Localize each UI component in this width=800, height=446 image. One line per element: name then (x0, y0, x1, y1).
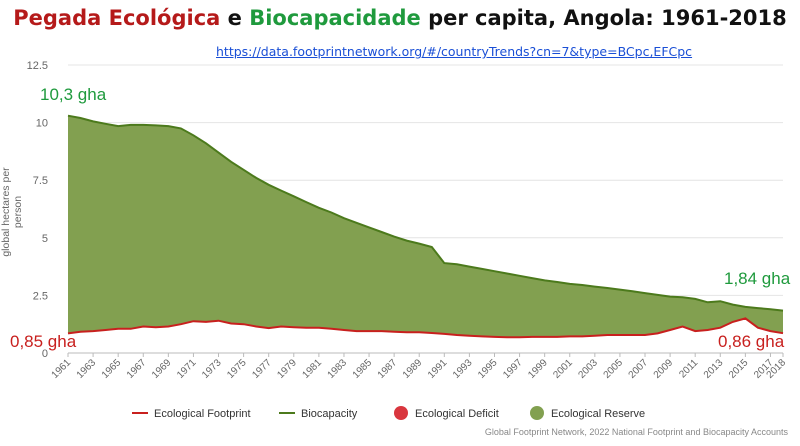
x-tick-label: 1977 (250, 357, 274, 381)
chart-title: Pegada Ecológica e Biocapacidade per cap… (0, 6, 800, 30)
annotation-biocapacity-end: 1,84 gha (724, 269, 791, 288)
ecological-reserve-area (68, 115, 783, 338)
title-biocapacity: Biocapacidade (249, 6, 421, 30)
x-tick-label: 1983 (326, 357, 350, 381)
x-tick-label: 1995 (476, 357, 500, 381)
y-tick-labels: 0 2.5 5 7.5 10 12.5 (27, 60, 48, 360)
grid-lines (68, 64, 783, 296)
annotation-biocapacity-start: 10,3 gha (40, 85, 107, 104)
x-tick-label: 2003 (576, 357, 600, 381)
x-tick-label: 1969 (150, 357, 174, 381)
title-and: e (220, 6, 250, 30)
legend-label: Ecological Deficit (415, 408, 499, 420)
legend-label: Ecological Reserve (551, 408, 645, 420)
annotation-footprint-start: 0,85 gha (10, 332, 77, 351)
x-tick-label: 2007 (627, 357, 651, 381)
x-tick-label: 1991 (426, 357, 450, 381)
x-tick-label: 1997 (501, 357, 525, 381)
y-tick-label: 12.5 (27, 60, 48, 72)
legend-label: Biocapacity (301, 408, 358, 420)
x-tick-label: 1967 (125, 357, 149, 381)
source-credit: Global Footprint Network, 2022 National … (484, 427, 788, 437)
y-axis-label: global hectares per person (0, 167, 24, 257)
x-tick-label: 2011 (677, 357, 700, 380)
x-tick-label: 1971 (175, 357, 199, 381)
x-tick-label: 2017 (752, 357, 776, 381)
x-tick-label: 1985 (351, 357, 375, 381)
x-tick-label: 1973 (200, 357, 224, 381)
ecological-footprint-line (67, 317, 784, 339)
x-tick-label: 2013 (702, 357, 726, 381)
y-tick-label: 10 (36, 118, 48, 130)
y-tick-label: 2.5 (33, 290, 48, 302)
legend-swatch (394, 406, 408, 420)
title-rest: per capita, Angola: 1961-2018 (420, 6, 787, 30)
x-tick-label: 1963 (75, 357, 99, 381)
x-tick-label: 2015 (727, 357, 751, 381)
x-tick-label: 1993 (451, 357, 475, 381)
source-url-link[interactable]: https://data.footprintnetwork.org/#/coun… (216, 44, 693, 59)
x-tick-label: 1999 (526, 357, 550, 381)
y-tick-label: 7.5 (33, 175, 48, 187)
x-tick-label: 1989 (401, 357, 425, 381)
x-tick-label: 1961 (50, 357, 74, 381)
x-tick-label: 1965 (100, 357, 124, 381)
annotation-footprint-end: 0,86 gha (718, 332, 785, 351)
x-tick-labels: 1961 1963 1965 1967 1969 1971 1973 1975 1977 1979… (50, 353, 789, 381)
x-tick-label: 2001 (551, 357, 575, 381)
title-footprint: Pegada Ecológica (13, 6, 221, 30)
x-tick-label: 2018 (765, 357, 789, 381)
legend-label: Ecological Footprint (154, 408, 251, 420)
legend-swatch (530, 406, 544, 420)
x-tick-label: 1975 (225, 357, 249, 381)
biocapacity-line (67, 114, 784, 312)
legend: Ecological Footprint Biocapacity Ecologica… (132, 406, 645, 420)
x-tick-label: 2005 (602, 357, 626, 381)
x-tick-label: 1981 (300, 357, 324, 381)
x-tick-label: 2009 (652, 357, 676, 381)
x-tick-label: 1979 (275, 357, 299, 381)
x-tick-label: 1987 (376, 357, 400, 381)
y-tick-label: 5 (42, 233, 48, 245)
y-tick-label: 0 (42, 348, 48, 360)
